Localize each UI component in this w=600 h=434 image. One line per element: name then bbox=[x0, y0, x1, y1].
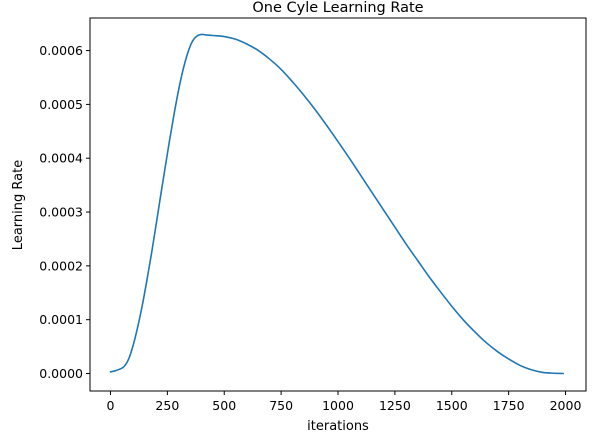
x-tick-label: 0 bbox=[107, 398, 115, 413]
x-tick-label: 750 bbox=[269, 398, 293, 413]
y-tick-label: 0.0002 bbox=[39, 258, 83, 273]
y-axis-ticks: 0.0000 0.0001 0.0002 0.0003 0.0004 0.0005 0.00… bbox=[39, 43, 90, 381]
x-tick-label: 1750 bbox=[493, 398, 525, 413]
y-tick-label: 0.0000 bbox=[39, 366, 83, 381]
chart-title: One Cyle Learning Rate bbox=[252, 0, 423, 16]
x-tick-label: 2000 bbox=[550, 398, 582, 413]
y-tick-label: 0.0004 bbox=[39, 151, 83, 166]
x-tick-label: 1250 bbox=[379, 398, 411, 413]
series-line bbox=[109, 33, 565, 375]
x-tick-label: 500 bbox=[212, 398, 236, 413]
x-axis-label: iterations bbox=[307, 419, 369, 434]
x-tick-label: 1500 bbox=[436, 398, 468, 413]
y-tick-label: 0.0001 bbox=[39, 312, 83, 327]
y-axis-label: Learning Rate bbox=[11, 160, 26, 250]
y-tick-label: 0.0005 bbox=[39, 97, 83, 112]
x-tick-label: 1000 bbox=[322, 398, 354, 413]
x-axis-ticks: 0 250 500 750 1000 1250 1500 1750 2000 bbox=[107, 391, 582, 413]
plot-area bbox=[109, 33, 565, 375]
x-tick-label: 250 bbox=[155, 398, 179, 413]
y-tick-label: 0.0006 bbox=[39, 43, 83, 58]
y-tick-label: 0.0003 bbox=[39, 205, 83, 220]
